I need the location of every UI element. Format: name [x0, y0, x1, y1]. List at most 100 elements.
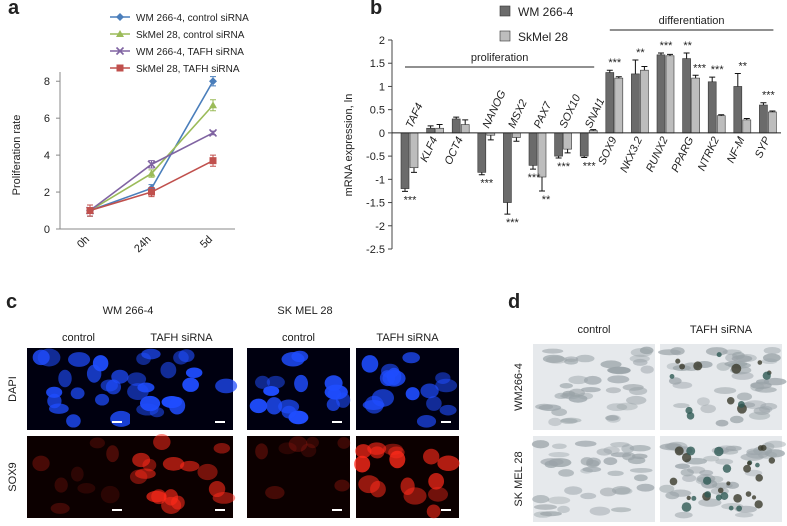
marker: [147, 169, 156, 177]
error-bar: [478, 172, 485, 176]
bar: [426, 127, 435, 134]
legend-swatch: [499, 30, 511, 42]
bar: [435, 127, 444, 134]
cell: [750, 382, 765, 392]
group-label: proliferation: [471, 52, 528, 64]
cell: [634, 474, 648, 482]
legend-label: WM 266-4, TAFH siRNA: [136, 47, 244, 58]
cell: [153, 434, 171, 450]
y-tick-label: 0: [44, 224, 50, 236]
cell: [762, 353, 781, 363]
panel-label: c: [6, 291, 17, 313]
stain: [755, 462, 760, 468]
cell: [213, 443, 231, 454]
bar: [512, 132, 521, 138]
cell: [281, 405, 297, 419]
cell: [149, 407, 165, 418]
cell: [736, 392, 753, 401]
cell: [674, 511, 693, 519]
column-label: control: [62, 332, 95, 344]
cell: [300, 443, 317, 458]
y-tick-label: 2: [44, 187, 50, 199]
marker: [115, 46, 125, 56]
significance: ***: [506, 217, 520, 229]
y-tick-label: -0.5: [366, 151, 385, 163]
cell: [380, 363, 400, 379]
cell: [559, 383, 573, 389]
stain: [669, 477, 678, 486]
stain: [686, 412, 695, 420]
y-tick-label: 4: [44, 150, 50, 162]
cell: [180, 460, 200, 472]
cell: [354, 455, 371, 473]
cell: [632, 358, 648, 366]
cell: [699, 469, 714, 476]
cell: [426, 396, 442, 411]
row-label: DAPI: [7, 376, 19, 402]
error-bar: [632, 59, 639, 74]
cell: [46, 386, 63, 398]
cell: [629, 445, 651, 452]
cell: [142, 458, 157, 472]
cell: [68, 352, 91, 367]
stain: [743, 464, 752, 473]
micrograph: [247, 436, 350, 518]
cell: [533, 504, 557, 510]
cell: [388, 446, 405, 459]
cell: [605, 415, 619, 421]
bar: [503, 132, 512, 203]
cell: [557, 505, 570, 514]
error-bar: [769, 110, 776, 112]
micrograph: [27, 436, 130, 518]
cell: [278, 442, 297, 455]
cell: [136, 352, 151, 365]
cell: [734, 512, 754, 518]
cell: [713, 387, 737, 395]
cell: [173, 350, 189, 365]
cell: [746, 449, 769, 459]
marker: [116, 13, 124, 21]
cell: [77, 482, 96, 494]
stain: [691, 495, 697, 501]
error-bar: [462, 119, 469, 125]
cell: [682, 474, 697, 483]
cell: [162, 457, 185, 471]
error-bar: [692, 74, 699, 79]
y-tick-label: -2.5: [366, 244, 385, 256]
stain: [745, 491, 752, 497]
stain: [703, 476, 712, 485]
bar: [691, 77, 700, 134]
x-tick-label: RUNX2: [644, 135, 671, 174]
significance: ***: [583, 161, 597, 173]
cell: [146, 490, 167, 503]
bar: [665, 55, 675, 134]
cell: [135, 468, 156, 479]
marker: [209, 77, 217, 86]
bar: [477, 132, 487, 173]
panel-label: d: [508, 291, 520, 313]
bar: [768, 111, 777, 134]
stain: [720, 492, 729, 500]
cell: [547, 496, 571, 505]
error-bar: [667, 53, 673, 56]
cell: [600, 360, 622, 369]
stain: [726, 396, 735, 405]
cell: [427, 486, 449, 502]
cell: [580, 457, 594, 466]
significance: ***: [762, 90, 776, 102]
cell: [621, 444, 635, 454]
cell: [71, 466, 84, 482]
bar: [400, 132, 410, 189]
cell: [703, 455, 720, 462]
y-tick-label: 0.5: [370, 105, 385, 117]
legend-label: SkMel 28, TAFH siRNA: [136, 64, 240, 75]
cell: [334, 479, 350, 492]
cell: [715, 419, 729, 427]
cell: [291, 350, 309, 363]
cell: [437, 455, 460, 471]
cell: [110, 410, 133, 427]
significance: ***: [557, 161, 571, 173]
x-tick-label: 5d: [198, 234, 215, 251]
stain: [722, 464, 732, 473]
cell: [89, 437, 105, 449]
